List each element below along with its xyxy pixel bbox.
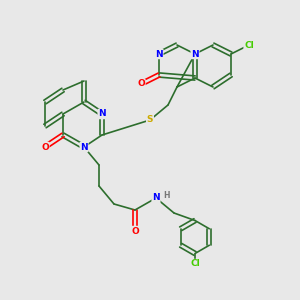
Text: O: O xyxy=(137,80,145,88)
Text: N: N xyxy=(80,142,88,152)
Text: N: N xyxy=(191,50,199,58)
Text: S: S xyxy=(147,116,153,124)
Text: H: H xyxy=(163,190,170,200)
Text: Cl: Cl xyxy=(190,260,200,268)
Text: O: O xyxy=(131,226,139,236)
Text: N: N xyxy=(152,194,160,202)
Text: Cl: Cl xyxy=(244,40,254,50)
Text: N: N xyxy=(155,50,163,58)
Text: O: O xyxy=(41,142,49,152)
Text: N: N xyxy=(98,110,106,118)
